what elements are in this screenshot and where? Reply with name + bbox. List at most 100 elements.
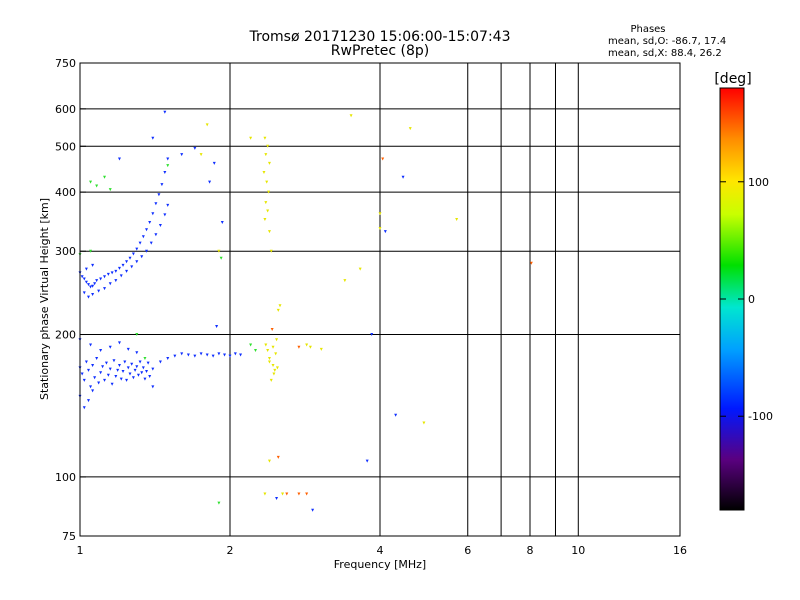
data-point — [180, 153, 184, 157]
data-point — [422, 421, 426, 425]
data-point — [269, 249, 273, 253]
data-point — [112, 359, 116, 363]
data-point — [151, 136, 155, 140]
data-point — [114, 269, 118, 273]
data-point — [193, 354, 197, 358]
data-point — [99, 277, 103, 281]
data-point — [166, 356, 170, 360]
data-point — [80, 275, 84, 279]
chart-subtitle: RwPretec (8p) — [331, 43, 429, 59]
data-point — [116, 368, 120, 372]
data-point — [106, 272, 110, 276]
data-point — [275, 338, 279, 342]
data-point — [136, 373, 140, 377]
data-point — [125, 378, 129, 382]
data-point — [199, 352, 203, 356]
data-point — [285, 492, 289, 496]
data-point — [264, 153, 268, 157]
data-point — [264, 343, 268, 347]
data-point — [378, 227, 382, 231]
data-point — [130, 362, 134, 366]
data-point — [151, 367, 155, 371]
data-point — [106, 373, 110, 377]
data-point — [95, 184, 99, 188]
data-point — [158, 224, 162, 228]
data-point — [95, 356, 99, 360]
data-point — [151, 212, 155, 216]
colorbar-tick-label: -100 — [748, 410, 773, 423]
data-point — [193, 146, 197, 150]
data-point — [211, 354, 215, 358]
data-point — [163, 110, 167, 114]
data-point — [110, 271, 114, 275]
data-point — [163, 213, 167, 217]
data-point — [249, 136, 253, 140]
colorbar-tick-label: 0 — [748, 293, 755, 306]
data-point — [220, 221, 224, 225]
y-tick-label: 300 — [55, 245, 76, 258]
data-point — [145, 228, 149, 232]
data-point — [145, 370, 149, 374]
data-point — [93, 376, 97, 380]
data-point — [126, 347, 130, 351]
data-point — [97, 289, 101, 293]
data-point — [158, 360, 162, 364]
data-point — [114, 279, 118, 283]
data-point — [263, 492, 267, 496]
data-point — [262, 171, 266, 175]
data-point — [130, 265, 134, 269]
data-point — [166, 203, 170, 207]
plot-frame — [79, 62, 681, 537]
y-tick-label: 500 — [55, 140, 76, 153]
data-point — [125, 260, 129, 264]
data-point — [108, 345, 112, 349]
data-point — [108, 188, 112, 192]
data-point — [267, 360, 271, 364]
data-point — [89, 385, 93, 389]
data-point — [84, 280, 88, 284]
data-point — [273, 368, 277, 372]
data-point — [108, 367, 112, 371]
data-point — [126, 366, 130, 370]
chart-title: Tromsø 20171230 15:06:00-15:07:43 — [249, 29, 511, 45]
data-point — [267, 356, 271, 360]
data-point — [103, 275, 107, 279]
data-point — [271, 363, 275, 367]
data-point — [253, 349, 257, 353]
data-point — [265, 180, 269, 184]
data-point — [82, 291, 86, 295]
data-point — [381, 157, 385, 161]
data-point — [117, 363, 121, 367]
phases-x-stats: mean, sd,X: 88.4, 26.2 — [608, 48, 722, 59]
data-point — [91, 389, 95, 393]
data-point — [135, 365, 139, 369]
data-point — [117, 266, 121, 270]
data-point — [148, 375, 152, 379]
x-axis-label: Frequency [MHz] — [334, 558, 426, 571]
data-point — [233, 352, 237, 356]
data-point — [82, 406, 86, 410]
data-point — [378, 212, 382, 216]
data-point — [93, 282, 97, 286]
data-point — [89, 180, 93, 184]
data-point — [401, 175, 405, 179]
data-point — [217, 352, 221, 356]
data-point — [101, 365, 105, 369]
data-point — [305, 343, 309, 347]
x-tick-label: 8 — [527, 544, 534, 557]
data-point — [365, 459, 369, 463]
data-point — [146, 361, 150, 365]
x-tick-label: 6 — [464, 544, 471, 557]
data-point — [217, 249, 221, 253]
data-point — [154, 202, 158, 206]
data-point — [114, 375, 118, 379]
data-point — [166, 164, 170, 168]
data-point — [205, 353, 209, 357]
data-point — [121, 370, 125, 374]
data-point — [135, 260, 139, 264]
data-point — [408, 127, 412, 131]
data-point — [145, 249, 149, 253]
data-point — [91, 363, 95, 367]
data-point — [149, 241, 153, 245]
